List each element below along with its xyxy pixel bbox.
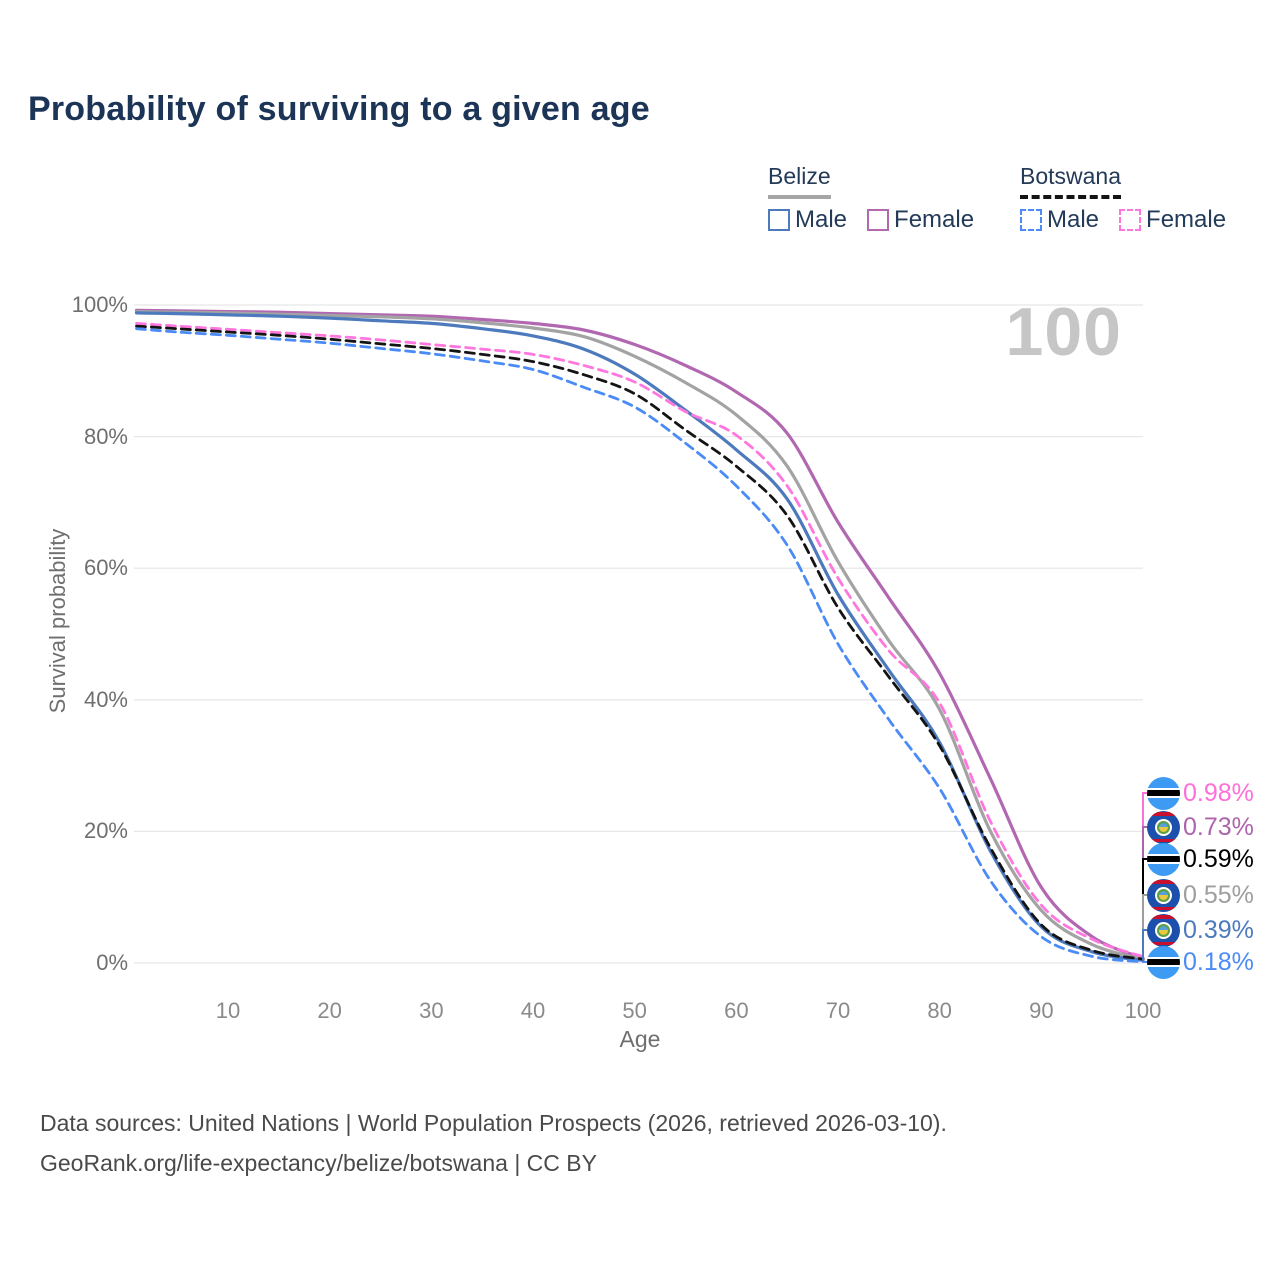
x-tick-70: 70 bbox=[825, 998, 851, 1023]
belize-flag-icon bbox=[1147, 878, 1180, 912]
end-label-value: 0.39% bbox=[1183, 915, 1254, 944]
series-line-belize-female bbox=[134, 308, 1145, 960]
attribution-line: GeoRank.org/life-expectancy/belize/botsw… bbox=[40, 1150, 597, 1176]
belize-flag-icon bbox=[1147, 810, 1180, 844]
x-tick-10: 10 bbox=[215, 998, 241, 1023]
legend-item-label: Female bbox=[894, 206, 975, 233]
y-tick-40%: 40% bbox=[83, 686, 128, 712]
x-tick-80: 80 bbox=[927, 998, 952, 1023]
y-tick-0%: 0% bbox=[96, 950, 128, 975]
legend-item-label: Male bbox=[1047, 206, 1100, 233]
y-tick-20%: 20% bbox=[83, 818, 128, 844]
end-label-row-belize-female: 0.73% bbox=[1147, 810, 1254, 844]
belize-flag-icon bbox=[1147, 913, 1180, 947]
x-tick-40: 40 bbox=[520, 998, 546, 1023]
y-tick-60%: 60% bbox=[83, 555, 128, 581]
x-tick-20: 20 bbox=[317, 998, 342, 1023]
series-line-botswana-both-sexes- bbox=[135, 324, 1145, 961]
end-label-value: 0.55% bbox=[1183, 880, 1254, 909]
legend-item-botswana-female[interactable]: Female bbox=[1119, 206, 1226, 234]
end-label-value: 0.18% bbox=[1183, 947, 1254, 976]
end-label-value: 0.73% bbox=[1183, 812, 1254, 841]
legend-group-botswana: Botswana Male Female bbox=[1020, 163, 1226, 234]
legend-item-label: Female bbox=[1146, 206, 1227, 233]
legend-swatch-belize-female-icon bbox=[867, 209, 890, 231]
legend-item-label: Male bbox=[795, 206, 848, 233]
data-sources-line: Data sources: United Nations | World Pop… bbox=[40, 1110, 947, 1136]
legend-swatch-botswana-male-icon bbox=[1020, 209, 1042, 231]
age-watermark: 100 bbox=[1005, 294, 1122, 370]
legend-country-botswana: Botswana bbox=[1020, 163, 1122, 199]
x-axis-title: Age bbox=[619, 1026, 661, 1052]
legend-swatch-belize-male-icon bbox=[768, 209, 790, 231]
end-label-row-belize-male: 0.39% bbox=[1147, 913, 1254, 947]
end-label-value: 0.59% bbox=[1183, 844, 1254, 873]
botswana-flag-icon bbox=[1147, 842, 1180, 876]
end-label-value: 0.98% bbox=[1183, 778, 1254, 807]
legend-item-botswana-male[interactable]: Male bbox=[1020, 206, 1099, 234]
end-label-row-belize-both-sexes-: 0.55% bbox=[1147, 878, 1254, 912]
legend-item-belize-male[interactable]: Male bbox=[768, 206, 847, 234]
legend-swatch-botswana-female-icon bbox=[1119, 209, 1142, 231]
callout-connector-belize-male bbox=[1142, 929, 1148, 961]
botswana-flag-icon bbox=[1147, 776, 1180, 810]
y-tick-80%: 80% bbox=[83, 423, 128, 449]
end-label-row-botswana-both-sexes-: 0.59% bbox=[1147, 842, 1254, 876]
page-title: Probability of surviving to a given age bbox=[28, 90, 650, 128]
end-label-row-botswana-male: 0.18% bbox=[1147, 945, 1254, 979]
x-tick-30: 30 bbox=[419, 998, 444, 1023]
legend-group-belize: Belize Male Female bbox=[768, 163, 974, 234]
legend-item-belize-female[interactable]: Female bbox=[867, 206, 974, 234]
botswana-flag-icon bbox=[1147, 945, 1180, 979]
end-label-row-botswana-female: 0.98% bbox=[1147, 776, 1254, 810]
series-line-botswana-female bbox=[135, 322, 1145, 958]
y-tick-100%: 100% bbox=[71, 292, 128, 317]
x-tick-100: 100 bbox=[1124, 998, 1162, 1023]
series-line-belize-both-sexes- bbox=[134, 310, 1145, 961]
x-tick-50: 50 bbox=[622, 998, 647, 1023]
x-tick-90: 90 bbox=[1029, 998, 1054, 1023]
series-line-botswana-male bbox=[135, 327, 1145, 964]
legend-country-belize: Belize bbox=[768, 163, 831, 199]
x-tick-60: 60 bbox=[724, 998, 749, 1023]
